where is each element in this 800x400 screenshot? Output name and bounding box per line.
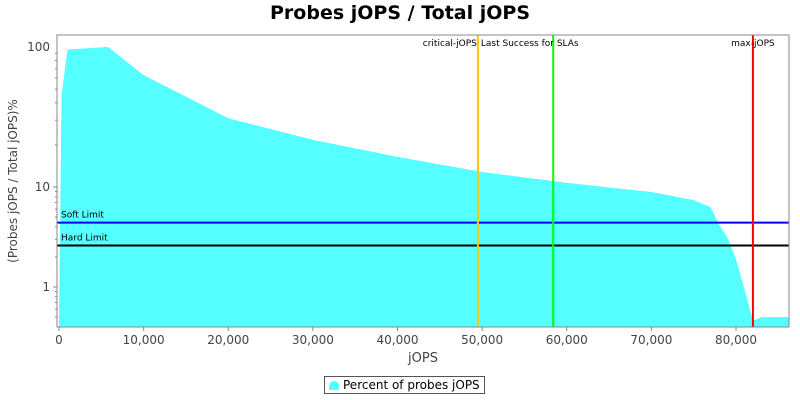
legend-label: Percent of probes jOPS: [343, 378, 480, 392]
x-tick-label: 40,000: [377, 333, 419, 347]
y-tick-label: 1: [42, 280, 50, 294]
limit-label: Soft Limit: [61, 211, 104, 221]
marker-label: critical-jOPS: [423, 39, 477, 49]
limit-label: Hard Limit: [61, 234, 108, 244]
chart-title: Probes jOPS / Total jOPS: [270, 2, 530, 24]
legend: Percent of probes jOPS: [324, 376, 485, 394]
x-tick-label: 50,000: [461, 333, 503, 347]
x-tick-label: 0: [55, 333, 63, 347]
x-tick-label: 20,000: [207, 333, 249, 347]
plot-border: [56, 34, 790, 328]
x-tick-label: 10,000: [123, 333, 165, 347]
legend-marker: [329, 380, 339, 390]
x-axis-label: jOPS: [407, 351, 438, 366]
series-area: [59, 47, 789, 327]
x-tick-label: 80,000: [715, 333, 757, 347]
marker-label: max-jOPS: [731, 39, 775, 49]
x-tick-label: 60,000: [546, 333, 588, 347]
y-tick-label: 10: [35, 180, 50, 194]
y-tick-label: 100: [27, 40, 50, 54]
marker-label: Last Success for SLAs: [481, 39, 579, 49]
x-tick-label: 70,000: [630, 333, 672, 347]
y-axis-label: (Probes jOPS / Total jOPS)%: [6, 99, 20, 263]
x-tick-label: 30,000: [292, 333, 334, 347]
